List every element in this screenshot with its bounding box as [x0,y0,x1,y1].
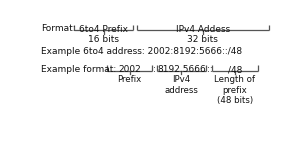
Text: :: : [153,65,156,74]
Text: Prefix: Prefix [117,75,142,84]
Text: ::: :: [207,65,213,74]
Text: IPv4 Addess: IPv4 Addess [176,25,230,34]
Text: /48: /48 [228,65,242,74]
Text: IPv4
address: IPv4 address [164,75,198,94]
Text: 2002: 2002 [118,65,141,74]
Text: Example 6to4 address: 2002:8192:5666::/48: Example 6to4 address: 2002:8192:5666::/4… [41,47,242,56]
Text: Length of
prefix
(48 bits): Length of prefix (48 bits) [214,75,255,105]
Text: Example format:: Example format: [41,65,116,74]
Text: 16 bits: 16 bits [88,35,119,44]
Text: 6to4 Prefix: 6to4 Prefix [79,25,128,34]
Text: Format:: Format: [41,24,75,33]
Text: 32 bits: 32 bits [187,35,218,44]
Text: 8192.5666: 8192.5666 [157,65,206,74]
